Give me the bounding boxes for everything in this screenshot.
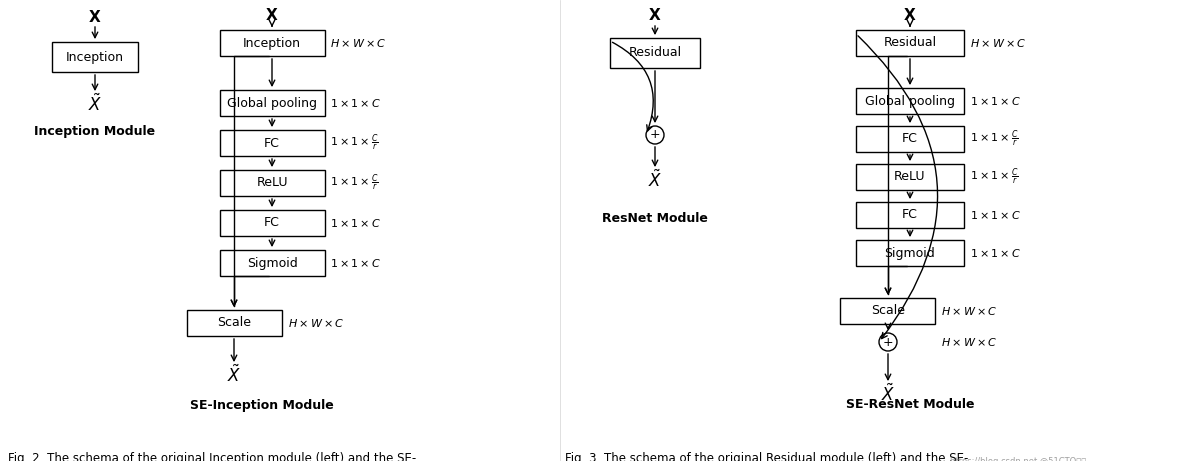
Bar bbox=[219, 210, 324, 236]
Text: Inception: Inception bbox=[243, 36, 301, 49]
Text: FC: FC bbox=[264, 136, 279, 149]
Bar bbox=[52, 42, 137, 72]
Text: $H \times W \times C$: $H \times W \times C$ bbox=[941, 305, 998, 317]
Text: Global pooling: Global pooling bbox=[866, 95, 955, 107]
Text: Sigmoid: Sigmoid bbox=[884, 247, 935, 260]
Text: Global pooling: Global pooling bbox=[227, 96, 317, 110]
Bar bbox=[219, 130, 324, 156]
Text: $1 \times 1 \times \frac{C}{r}$: $1 \times 1 \times \frac{C}{r}$ bbox=[330, 133, 379, 154]
Text: X: X bbox=[649, 7, 661, 23]
Bar bbox=[610, 38, 700, 68]
Bar bbox=[856, 202, 964, 228]
Text: Residual: Residual bbox=[883, 36, 937, 49]
Text: FC: FC bbox=[902, 132, 918, 146]
Bar bbox=[856, 30, 964, 56]
Text: FC: FC bbox=[264, 217, 279, 230]
Text: $\tilde{X}$: $\tilde{X}$ bbox=[648, 169, 662, 191]
Text: $1 \times 1 \times C$: $1 \times 1 \times C$ bbox=[330, 217, 381, 229]
Text: $\tilde{X}$: $\tilde{X}$ bbox=[881, 384, 895, 405]
Text: Fig. 3. The schema of the original Residual module (left) and the SE-
ResNet mod: Fig. 3. The schema of the original Resid… bbox=[565, 452, 969, 461]
Bar bbox=[856, 88, 964, 114]
Text: $1 \times 1 \times \frac{C}{r}$: $1 \times 1 \times \frac{C}{r}$ bbox=[330, 172, 379, 193]
Text: $\tilde{X}$: $\tilde{X}$ bbox=[227, 364, 242, 386]
Text: Sigmoid: Sigmoid bbox=[246, 256, 297, 270]
Bar bbox=[219, 170, 324, 196]
Text: $1 \times 1 \times C$: $1 \times 1 \times C$ bbox=[330, 257, 381, 269]
Bar bbox=[219, 250, 324, 276]
Text: SE-Inception Module: SE-Inception Module bbox=[191, 398, 334, 412]
Bar bbox=[856, 164, 964, 190]
Bar bbox=[219, 30, 324, 56]
Text: +: + bbox=[883, 336, 893, 349]
Text: SE-ResNet Module: SE-ResNet Module bbox=[845, 398, 974, 412]
Text: $1 \times 1 \times C$: $1 \times 1 \times C$ bbox=[330, 97, 381, 109]
Bar bbox=[856, 126, 964, 152]
Text: Residual: Residual bbox=[629, 47, 682, 59]
Text: ReLU: ReLU bbox=[256, 177, 288, 189]
Text: X: X bbox=[89, 10, 101, 24]
Text: Fig. 2. The schema of the original Inception module (left) and the SE-
Inception: Fig. 2. The schema of the original Incep… bbox=[8, 452, 417, 461]
Bar bbox=[187, 310, 282, 336]
Text: $1 \times 1 \times C$: $1 \times 1 \times C$ bbox=[970, 209, 1022, 221]
Bar bbox=[856, 240, 964, 266]
Text: ResNet Module: ResNet Module bbox=[601, 212, 708, 225]
Text: $\tilde{X}$: $\tilde{X}$ bbox=[88, 93, 102, 115]
Text: $H \times W \times C$: $H \times W \times C$ bbox=[970, 37, 1027, 49]
Text: Inception: Inception bbox=[66, 51, 124, 64]
Text: $1 \times 1 \times C$: $1 \times 1 \times C$ bbox=[970, 247, 1022, 259]
Text: Inception Module: Inception Module bbox=[34, 124, 155, 137]
Bar bbox=[219, 90, 324, 116]
Text: https://blog.csdn.net @51CTO博客: https://blog.csdn.net @51CTO博客 bbox=[950, 457, 1086, 461]
Text: $H \times W \times C$: $H \times W \times C$ bbox=[330, 37, 387, 49]
Text: Scale: Scale bbox=[217, 317, 251, 330]
Text: $1 \times 1 \times C$: $1 \times 1 \times C$ bbox=[970, 95, 1022, 107]
Text: $1 \times 1 \times \frac{C}{r}$: $1 \times 1 \times \frac{C}{r}$ bbox=[970, 166, 1019, 187]
Text: $1 \times 1 \times \frac{C}{r}$: $1 \times 1 \times \frac{C}{r}$ bbox=[970, 129, 1019, 149]
Text: ReLU: ReLU bbox=[894, 171, 926, 183]
Text: X: X bbox=[905, 7, 916, 23]
Text: X: X bbox=[266, 7, 278, 23]
Text: $H \times W \times C$: $H \times W \times C$ bbox=[941, 336, 998, 348]
Text: Scale: Scale bbox=[871, 305, 905, 318]
Text: +: + bbox=[650, 129, 661, 142]
Bar bbox=[841, 298, 935, 324]
Text: FC: FC bbox=[902, 208, 918, 221]
Text: $H \times W \times C$: $H \times W \times C$ bbox=[288, 317, 343, 329]
